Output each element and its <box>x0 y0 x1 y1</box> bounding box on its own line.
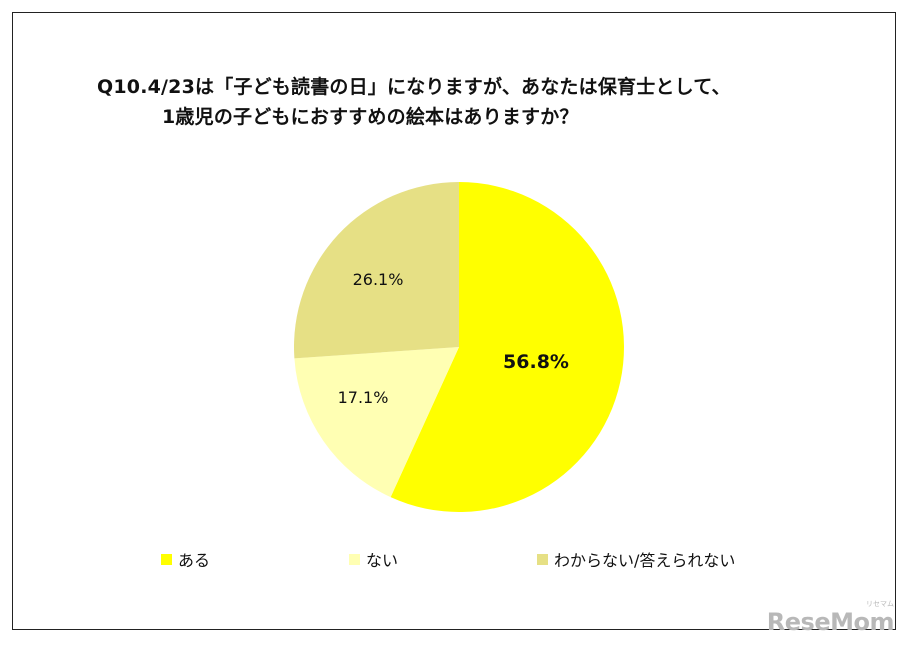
legend-swatch-nai <box>349 553 360 565</box>
legend-item-aru: ある <box>161 547 210 571</box>
pie-data-label-2: 26.1% <box>353 270 404 289</box>
legend-label-unknown: わからない/答えられない <box>554 551 736 570</box>
legend-item-unknown: わからない/答えられない <box>537 547 735 571</box>
pie-slice-0 <box>390 182 624 513</box>
legend-swatch-unknown <box>537 553 548 565</box>
legend-item-nai: ない <box>349 547 398 571</box>
pie-slice-1 <box>294 347 459 498</box>
legend-label-nai: ない <box>366 551 399 570</box>
chart-title-line2: 1歳児の子どもにおすすめの絵本はありますか？ <box>162 106 579 128</box>
legend-swatch-aru <box>161 553 172 565</box>
legend-label-aru: ある <box>178 551 211 570</box>
pie-data-label-0: 56.8% <box>503 351 569 373</box>
resemom-logo: ReseMom リセマム <box>766 600 895 636</box>
chart-title-line1: Q10.4/23は「子ども読書の日」になりますが、あなたは保育士として、 <box>97 76 731 98</box>
pie-data-label-1: 17.1% <box>338 388 389 407</box>
pie-slice-2 <box>293 181 459 359</box>
